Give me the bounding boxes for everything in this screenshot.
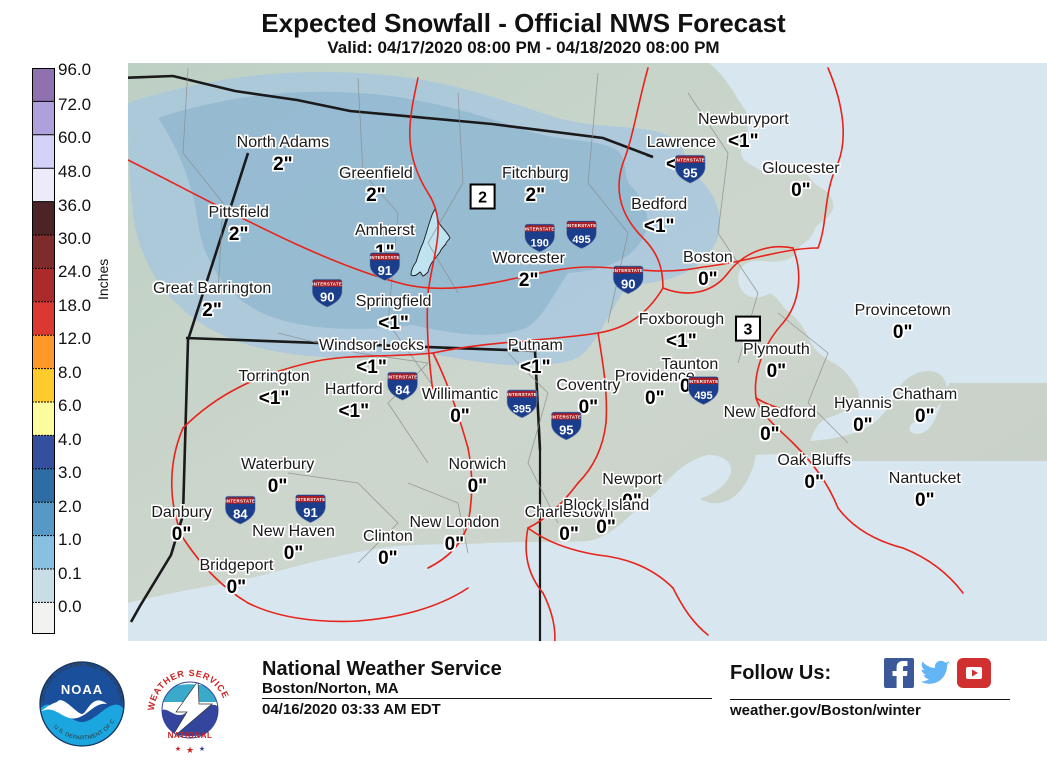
svg-text:INTERSTATE: INTERSTATE [525,226,555,231]
svg-text:INTERSTATE: INTERSTATE [567,223,597,228]
svg-text:190: 190 [531,238,549,250]
svg-text:95: 95 [559,423,573,438]
svg-text:495: 495 [572,234,590,246]
svg-text:2: 2 [478,190,487,207]
svg-text:91: 91 [303,505,317,520]
svg-text:INTERSTATE: INTERSTATE [689,379,719,384]
svg-text:INTERSTATE: INTERSTATE [312,282,342,287]
svg-text:495: 495 [694,390,712,402]
svg-text:90: 90 [320,290,334,305]
svg-text:91: 91 [378,263,392,278]
svg-text:INTERSTATE: INTERSTATE [507,392,537,397]
svg-text:INTERSTATE: INTERSTATE [613,268,643,273]
svg-text:84: 84 [233,507,248,522]
svg-text:NATIONAL: NATIONAL [168,731,213,740]
svg-text:INTERSTATE: INTERSTATE [388,375,418,380]
svg-text:84: 84 [395,383,410,398]
svg-text:★: ★ [175,745,181,753]
svg-text:INTERSTATE: INTERSTATE [551,414,581,419]
svg-text:NOAA: NOAA [61,682,103,697]
svg-text:3: 3 [744,322,753,339]
svg-text:INTERSTATE: INTERSTATE [370,255,400,260]
svg-text:395: 395 [513,403,531,415]
svg-text:★: ★ [199,745,205,753]
svg-text:INTERSTATE: INTERSTATE [675,158,705,163]
svg-text:90: 90 [621,276,635,291]
svg-text:INTERSTATE: INTERSTATE [296,497,326,502]
svg-text:★: ★ [186,745,194,754]
svg-text:INTERSTATE: INTERSTATE [225,499,255,504]
svg-text:95: 95 [683,166,697,181]
